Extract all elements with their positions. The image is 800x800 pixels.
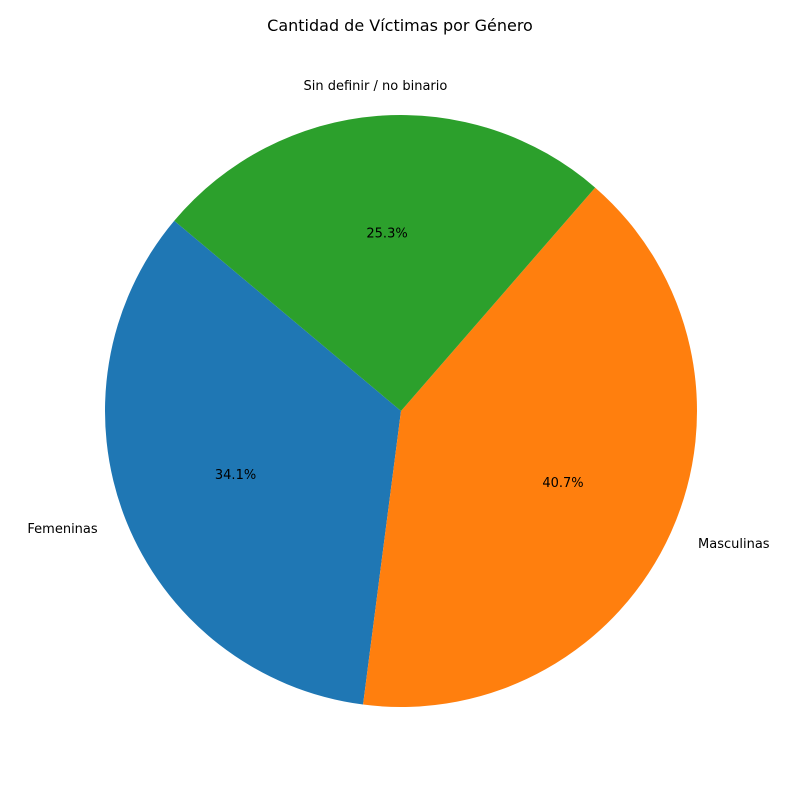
- pie-slice-femeninas: [104, 220, 402, 705]
- pie-pct-label-sin-definir-no-binario: 25.3%: [366, 226, 407, 241]
- pie-category-label-femeninas: Femeninas: [27, 522, 97, 537]
- pie-pct-label-femeninas: 34.1%: [215, 468, 256, 483]
- chart-title: Cantidad de Víctimas por Género: [267, 16, 533, 35]
- pie-category-label-sin-definir-no-binario: Sin definir / no binario: [304, 79, 448, 94]
- pie-category-label-masculinas: Masculinas: [698, 537, 770, 552]
- pie-slice-sin-definir-no-binario: [174, 114, 596, 411]
- pie-pct-label-masculinas: 40.7%: [542, 476, 583, 491]
- pie-slice-masculinas: [363, 187, 698, 707]
